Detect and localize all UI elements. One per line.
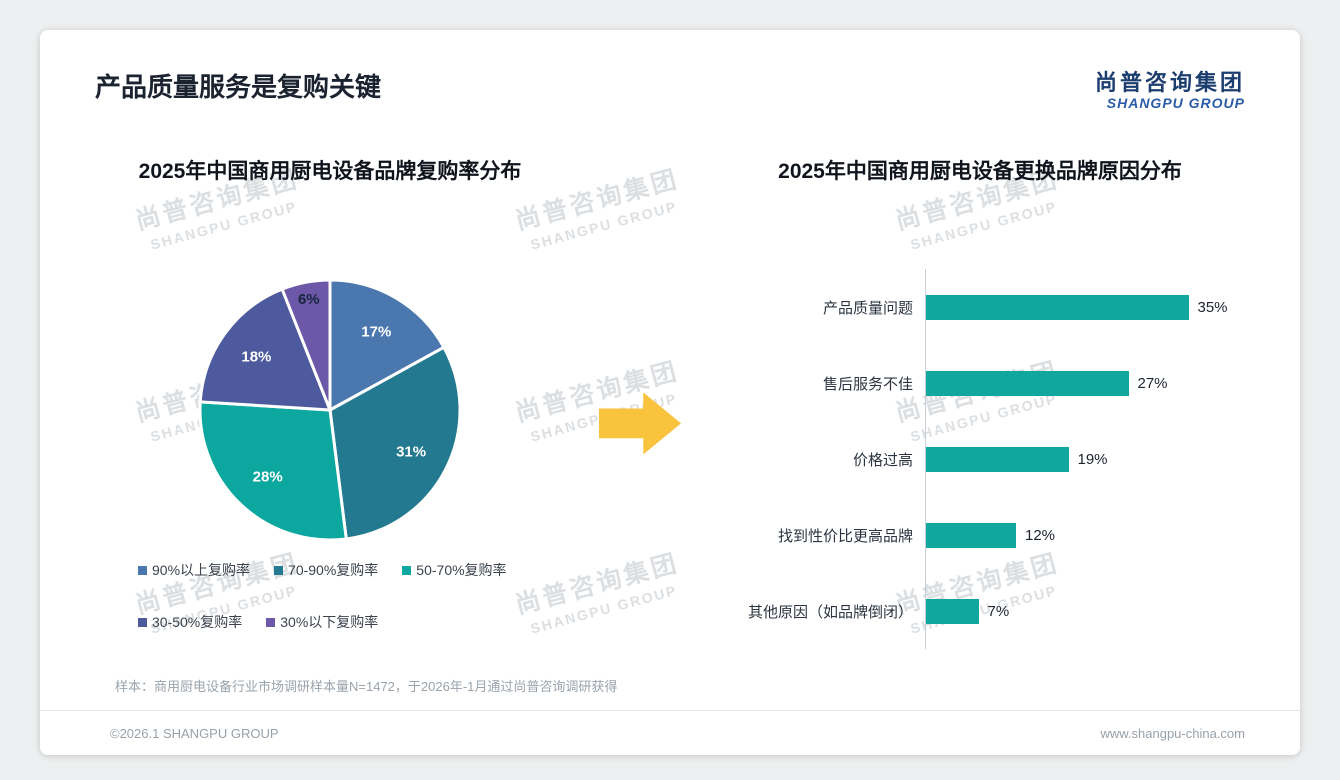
pie-slice bbox=[328, 346, 462, 541]
bar-track: 19% bbox=[925, 421, 1226, 498]
bar-value-label: 12% bbox=[1025, 526, 1056, 544]
right-arrow-icon bbox=[599, 392, 681, 455]
legend-item: 70-90%复购率 bbox=[274, 560, 378, 580]
bar bbox=[926, 370, 1129, 396]
legend-label: 50-70%复购率 bbox=[416, 562, 507, 579]
bar-value-label: 35% bbox=[1197, 298, 1228, 316]
logo-chinese-name: 尚普咨询集团 bbox=[1094, 70, 1245, 95]
legend-marker bbox=[402, 565, 412, 575]
bar-chart-section: 2025年中国商用厨电设备更换品牌原因分布 产品质量问题 35% 售后服务不佳 27%… bbox=[700, 159, 1260, 650]
legend-label: 70-90%复购率 bbox=[288, 562, 379, 579]
bar-chart: 产品质量问题 35% 售后服务不佳 27% 价格过高 19% 找到性价比更高品牌 12% 其他原… bbox=[700, 269, 1260, 650]
legend-marker bbox=[138, 617, 147, 627]
bar-track: 27% bbox=[925, 345, 1226, 422]
bar-row: 找到性价比更高品牌 12% bbox=[700, 497, 1260, 574]
pie-slice-label: 31% bbox=[396, 444, 426, 461]
bar-category-label: 售后服务不佳 bbox=[822, 375, 913, 393]
pie-slice bbox=[198, 288, 332, 412]
arrow-column bbox=[580, 159, 700, 649]
pie-chart: 17% 31% 28% 18% 6% bbox=[180, 260, 480, 560]
bar-track: 12% bbox=[925, 497, 1226, 574]
pie-slice bbox=[198, 400, 348, 542]
bar-track: 7% bbox=[925, 573, 1226, 650]
legend-label: 30-50%复购率 bbox=[152, 614, 243, 631]
bar-row: 产品质量问题 35% bbox=[700, 269, 1260, 346]
legend-marker bbox=[138, 565, 147, 575]
bar-row: 价格过高 19% bbox=[700, 421, 1260, 498]
bar bbox=[926, 294, 1189, 320]
pie-legend: 90%以上复购率 70-90%复购率 50-70%复购率 30-50%复购率 30%以下… bbox=[80, 560, 578, 632]
pie-slice-label: 18% bbox=[241, 349, 271, 366]
bar-row: 其他原因（如品牌倒闭） 7% bbox=[700, 573, 1260, 650]
sample-note: 样本：商用厨电设备行业市场调研样本量N=1472，于2026年-1月通过尚普咨询… bbox=[115, 679, 618, 694]
legend-marker bbox=[274, 565, 284, 575]
bar-category-label: 价格过高 bbox=[852, 451, 913, 469]
pie-slice-label: 6% bbox=[298, 291, 320, 308]
pie-chart-title: 2025年中国商用厨电设备品牌复购率分布 bbox=[138, 160, 522, 184]
bar-row: 售后服务不佳 27% bbox=[700, 345, 1260, 422]
bar-value-label: 27% bbox=[1137, 374, 1168, 392]
legend-item: 30%以下复购率 bbox=[266, 612, 378, 632]
legend-label: 30%以下复购率 bbox=[280, 614, 379, 631]
bar-value-label: 7% bbox=[987, 602, 1010, 620]
legend-item: 90%以上复购率 bbox=[138, 560, 250, 580]
footer: ©2026.1 SHANGPU GROUP www.shangpu-china.… bbox=[40, 710, 1300, 755]
legend-item: 30-50%复购率 bbox=[138, 612, 242, 632]
bar bbox=[926, 446, 1069, 472]
company-logo: 尚普咨询集团 SHANGPU GROUP bbox=[1095, 70, 1245, 111]
page-title: 产品质量服务是复购关键 bbox=[95, 72, 382, 102]
charts-area: 2025年中国商用厨电设备品牌复购率分布 17% 31% 28% 18% 6% 90%以… bbox=[40, 159, 1300, 650]
bar-category-label: 产品质量问题 bbox=[822, 299, 913, 317]
legend-item: 50-70%复购率 bbox=[402, 560, 507, 580]
bar bbox=[926, 598, 979, 624]
bar bbox=[926, 522, 1016, 548]
copyright-text: ©2026.1 SHANGPU GROUP bbox=[110, 725, 279, 741]
pie-slice-label: 28% bbox=[253, 469, 283, 486]
legend-label: 90%以上复购率 bbox=[152, 562, 251, 579]
pie-slice-label: 17% bbox=[361, 324, 391, 341]
bar-category-label: 找到性价比更高品牌 bbox=[777, 527, 913, 545]
header: 产品质量服务是复购关键 尚普咨询集团 SHANGPU GROUP bbox=[40, 30, 1300, 111]
legend-marker bbox=[266, 617, 276, 627]
bar-track: 35% bbox=[925, 269, 1228, 346]
logo-english-name: SHANGPU GROUP bbox=[1106, 95, 1245, 112]
slide-card: 尚普咨询集团 SHANGPU GROUP 尚普咨询集团 SHANGPU GROUP 尚普… bbox=[40, 30, 1300, 755]
bar-chart-title: 2025年中国商用厨电设备更换品牌原因分布 bbox=[778, 160, 1182, 184]
pie-chart-svg: 17% 31% 28% 18% 6% bbox=[198, 278, 462, 542]
bar-value-label: 19% bbox=[1077, 450, 1108, 468]
pie-slice bbox=[280, 278, 332, 412]
bar-category-label: 其他原因（如品牌倒闭） bbox=[747, 603, 913, 621]
pie-slice bbox=[328, 278, 446, 412]
pie-chart-section: 2025年中国商用厨电设备品牌复购率分布 17% 31% 28% 18% 6% 90%以… bbox=[80, 159, 580, 649]
website-text: www.shangpu-china.com bbox=[1100, 725, 1245, 741]
